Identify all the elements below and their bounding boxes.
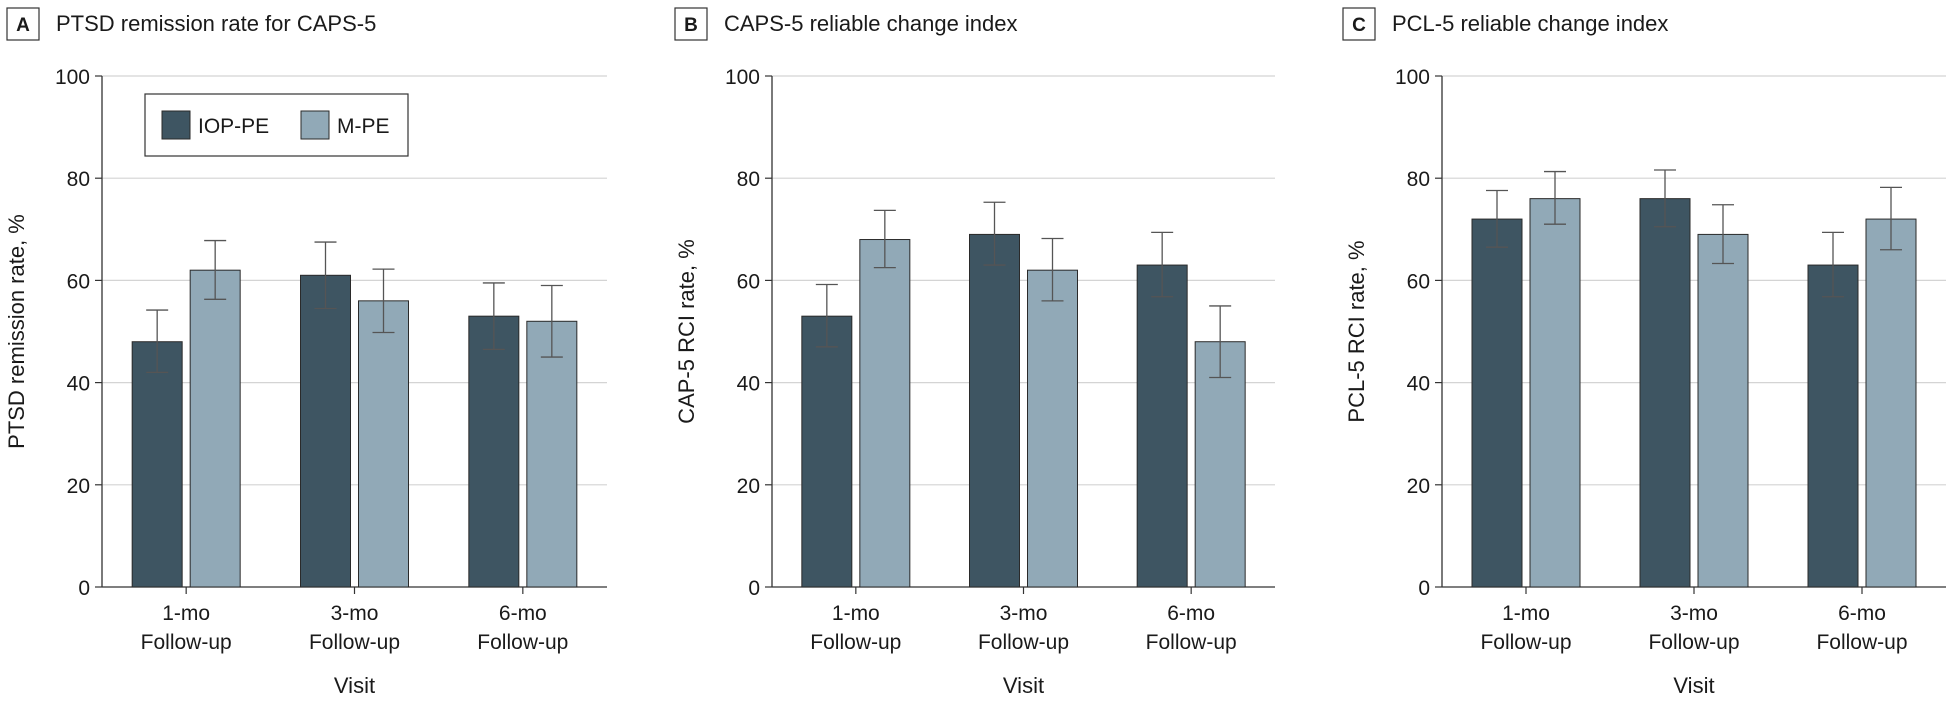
bar bbox=[131, 341, 183, 588]
y-tick-label: 20 bbox=[1407, 475, 1430, 498]
x-tick-label: Follow-up bbox=[1648, 631, 1739, 654]
panel-badge bbox=[6, 7, 40, 41]
y-tick-label: 100 bbox=[725, 66, 760, 89]
panel-letter: A bbox=[16, 15, 30, 36]
panel-badge bbox=[1342, 7, 1376, 41]
x-tick-label: 1-mo bbox=[1502, 602, 1550, 625]
x-tick-label: 6-mo bbox=[1838, 602, 1886, 625]
y-tick-label: 80 bbox=[67, 168, 90, 191]
bar bbox=[1639, 198, 1691, 588]
bar bbox=[1807, 264, 1859, 588]
y-tick-label: 0 bbox=[748, 577, 760, 600]
x-axis-label: Visit bbox=[1003, 673, 1044, 698]
chart-panel-a: A PTSD remission rate for CAPS-5 0 20 40 60 80… bbox=[4, 7, 607, 698]
x-tick-label: Follow-up bbox=[810, 631, 901, 654]
y-tick-label: 100 bbox=[1395, 66, 1430, 89]
x-tick-label: 1-mo bbox=[832, 602, 880, 625]
bar bbox=[1529, 198, 1581, 588]
x-tick-label: 3-mo bbox=[1670, 602, 1718, 625]
bar bbox=[801, 315, 853, 588]
bar bbox=[300, 274, 351, 588]
y-tick-label: 80 bbox=[737, 168, 760, 191]
x-tick-label: 3-mo bbox=[331, 602, 379, 625]
y-tick-label: 100 bbox=[55, 66, 90, 89]
y-tick-label: 0 bbox=[78, 577, 90, 600]
bar bbox=[526, 320, 578, 588]
x-tick-label: Follow-up bbox=[1480, 631, 1571, 654]
x-axis-label: Visit bbox=[1673, 673, 1714, 698]
y-tick-label: 60 bbox=[67, 270, 90, 293]
x-tick-label: Follow-up bbox=[978, 631, 1069, 654]
legend: IOP-PE M-PE bbox=[144, 93, 409, 157]
y-tick-label: 80 bbox=[1407, 168, 1430, 191]
x-tick-label: Follow-up bbox=[1816, 631, 1907, 654]
y-tick-label: 40 bbox=[1407, 373, 1430, 396]
bar bbox=[468, 315, 520, 588]
y-axis-label: CAP-5 RCI rate, % bbox=[674, 239, 699, 424]
panel-title: CAPS-5 reliable change index bbox=[724, 11, 1018, 36]
bar bbox=[189, 269, 241, 588]
x-tick-label: 6-mo bbox=[1167, 602, 1215, 625]
chart-panel-b: B CAPS-5 reliable change index 0 20 40 60 80 10… bbox=[674, 7, 1275, 698]
x-tick-label: 3-mo bbox=[1000, 602, 1048, 625]
y-tick-label: 20 bbox=[67, 475, 90, 498]
bar bbox=[1027, 269, 1078, 588]
y-tick-label: 60 bbox=[1407, 270, 1430, 293]
y-axis-label: PCL-5 RCI rate, % bbox=[1344, 240, 1369, 422]
chart-panel-c: C PCL-5 reliable change index 0 20 40 60 80 100… bbox=[1342, 7, 1946, 698]
y-axis-label: PTSD remission rate, % bbox=[4, 214, 29, 449]
x-axis-label: Visit bbox=[334, 673, 375, 698]
bar bbox=[1865, 218, 1917, 588]
legend-swatch bbox=[161, 110, 191, 140]
bar bbox=[969, 233, 1020, 588]
bar bbox=[1697, 233, 1749, 588]
y-tick-label: 20 bbox=[737, 475, 760, 498]
x-tick-label: Follow-up bbox=[141, 631, 232, 654]
panel-letter: B bbox=[684, 15, 698, 36]
x-tick-label: 1-mo bbox=[162, 602, 210, 625]
legend-label: M-PE bbox=[337, 115, 390, 138]
y-tick-label: 40 bbox=[737, 373, 760, 396]
x-tick-label: Follow-up bbox=[477, 631, 568, 654]
x-tick-label: Follow-up bbox=[309, 631, 400, 654]
bar bbox=[859, 239, 911, 588]
bar bbox=[358, 300, 409, 588]
bar bbox=[1136, 264, 1188, 588]
y-tick-label: 60 bbox=[737, 270, 760, 293]
y-tick-label: 40 bbox=[67, 373, 90, 396]
x-tick-label: 6-mo bbox=[499, 602, 547, 625]
panel-title: PTSD remission rate for CAPS-5 bbox=[56, 11, 376, 36]
bar bbox=[1194, 341, 1246, 588]
legend-swatch bbox=[300, 110, 330, 140]
legend-label: IOP-PE bbox=[198, 115, 269, 138]
y-tick-label: 0 bbox=[1418, 577, 1430, 600]
x-tick-label: Follow-up bbox=[1146, 631, 1237, 654]
bar bbox=[1471, 218, 1523, 588]
panel-badge bbox=[674, 7, 708, 41]
panel-letter: C bbox=[1352, 15, 1366, 36]
panel-title: PCL-5 reliable change index bbox=[1392, 11, 1668, 36]
